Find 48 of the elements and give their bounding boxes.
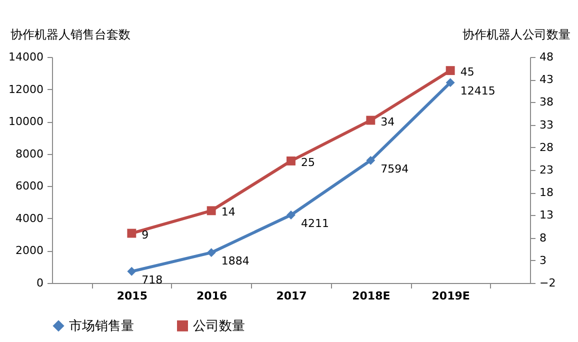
y-tick-label: 0	[36, 276, 44, 290]
point	[286, 156, 296, 166]
point	[127, 266, 136, 276]
y2-tick-label: 8	[540, 231, 546, 244]
y2-tick-label: 23	[540, 164, 554, 176]
y2-tick-label: 38	[540, 96, 554, 109]
data-label: 4211	[301, 217, 329, 230]
x-tick-label: 2017	[276, 290, 307, 302]
y2-tick-label: 28	[540, 140, 554, 154]
y-tick-label: 2000	[16, 244, 44, 258]
y2-tick-label: 33	[540, 118, 554, 132]
x-tick-label: 2016	[196, 290, 228, 302]
y-tick-label: 8000	[16, 147, 44, 160]
data-label: 34	[380, 115, 395, 128]
point	[366, 116, 376, 125]
data-label: 14	[221, 206, 236, 219]
data-label: 718	[142, 273, 163, 286]
point	[206, 248, 216, 258]
point	[127, 228, 136, 238]
data-label: 1884	[221, 254, 250, 268]
y2-tick-label: 48	[540, 50, 554, 64]
legend-label: 公司数量	[193, 318, 245, 334]
legend-label: 市场销售量	[69, 318, 134, 334]
y-tick-label: 4000	[16, 212, 44, 225]
point	[366, 156, 376, 165]
y-tick-label: 12000	[8, 82, 44, 96]
point	[286, 210, 296, 220]
point	[206, 206, 216, 216]
x-tick-label: 2015	[116, 290, 148, 302]
y2-tick-label: 13	[540, 208, 554, 222]
x-tick-label: 2019E	[432, 290, 470, 302]
point	[446, 78, 455, 88]
y2-tick-label: 18	[540, 186, 554, 200]
x-tick-label: 2018E	[352, 290, 390, 302]
y2-tick-label: 43	[540, 73, 554, 86]
data-label: 12415	[460, 84, 496, 98]
data-label: 9	[142, 228, 149, 242]
y-axis-title: 协作机器人销售台套数	[10, 28, 130, 42]
y-tick-label: 14000	[8, 50, 44, 64]
y-tick-label: 10000	[8, 115, 44, 128]
y2-tick-label: 3	[540, 254, 546, 267]
data-label: 45	[460, 66, 474, 79]
data-label: 7594	[380, 162, 409, 176]
y-tick-label: 6000	[16, 180, 44, 193]
data-label: 25	[301, 156, 315, 169]
point	[446, 66, 455, 76]
y2-tick-label: −2	[540, 276, 556, 290]
y2-axis-title: 协作机器人公司数量	[462, 28, 570, 42]
